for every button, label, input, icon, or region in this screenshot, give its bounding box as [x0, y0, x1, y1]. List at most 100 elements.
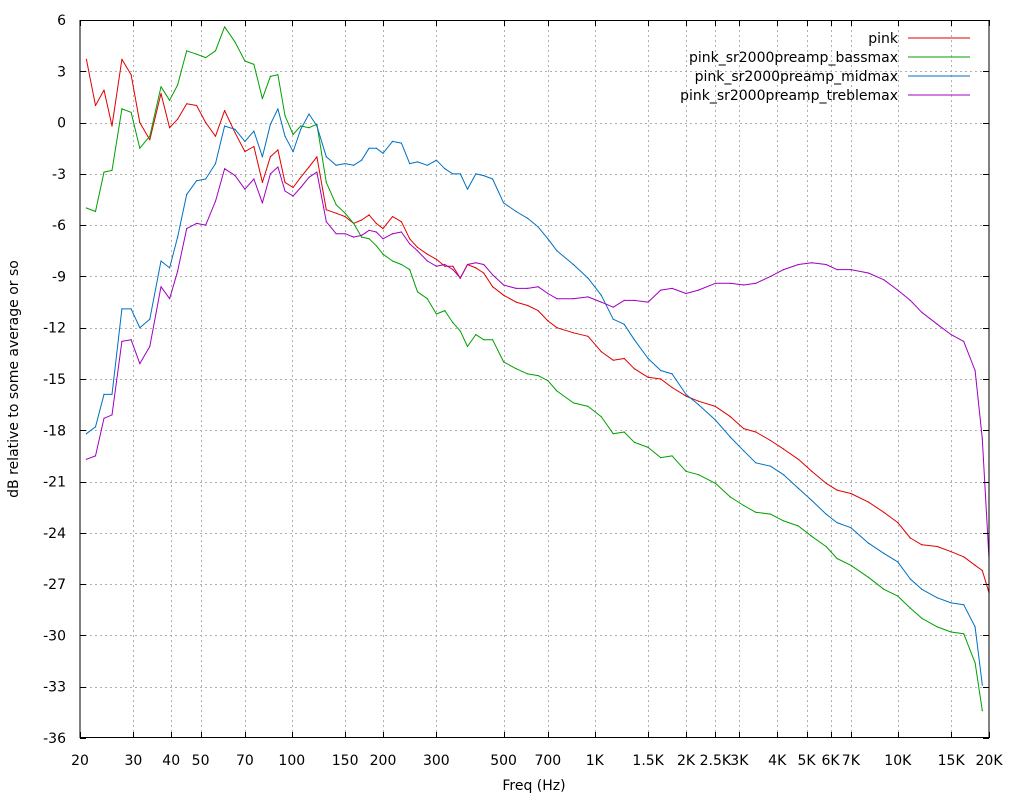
legend-label: pink [868, 31, 899, 47]
grid [80, 20, 989, 738]
data-point-2 [660, 369, 662, 372]
x-tick-label: 1K [586, 753, 605, 769]
x-tick-label: 4K [768, 753, 787, 769]
data-point-2 [368, 147, 370, 149]
series-line-2 [86, 108, 983, 686]
data-point-0 [633, 368, 635, 370]
data-point-2 [253, 130, 255, 132]
data-point-3 [244, 188, 246, 190]
data-point-3 [160, 286, 162, 288]
data-point-0 [325, 209, 327, 211]
data-point-0 [368, 214, 370, 216]
data-point-2 [335, 164, 337, 166]
data-point-1 [483, 339, 485, 341]
data-point-1 [921, 617, 923, 619]
x-tick-label: 10K [884, 753, 912, 769]
data-point-1 [121, 108, 123, 110]
data-point-3 [111, 414, 113, 416]
data-point-0 [435, 258, 437, 260]
data-point-0 [612, 359, 614, 361]
data-point-2 [685, 393, 687, 395]
data-point-0 [300, 176, 302, 178]
x-tick-label: 15K [938, 753, 966, 769]
data-point-0 [660, 378, 662, 380]
data-point-1 [375, 245, 377, 247]
data-point-3 [587, 296, 589, 298]
data-point-1 [825, 545, 827, 548]
data-point-3 [697, 289, 700, 291]
axis-ticks [80, 20, 990, 739]
data-point-2 [205, 178, 207, 180]
data-point-3 [981, 438, 983, 440]
data-point-1 [867, 576, 870, 578]
data-point-0 [909, 537, 911, 539]
data-point-3 [825, 263, 827, 266]
data-point-1 [244, 60, 246, 62]
y-tick-label: -36 [43, 731, 66, 747]
data-point-3 [353, 236, 355, 238]
data-point-2 [714, 419, 717, 421]
data-point-1 [556, 390, 558, 392]
x-tick-label: 70 [236, 753, 254, 769]
data-point-3 [755, 282, 757, 284]
data-point-3 [435, 265, 437, 267]
data-point-2 [234, 128, 236, 130]
data-point-0 [409, 238, 411, 240]
data-point-1 [353, 222, 355, 224]
data-point-1 [850, 564, 852, 566]
data-point-1 [897, 595, 899, 597]
data-point-0 [503, 294, 505, 296]
data-point-2 [409, 163, 411, 165]
data-point-0 [452, 265, 454, 267]
data-point-2 [308, 113, 310, 115]
data-point-1 [797, 525, 800, 527]
data-point-0 [426, 253, 428, 255]
data-point-2 [325, 156, 327, 158]
data-point-3 [483, 263, 485, 266]
data-point-2 [284, 135, 286, 137]
legend-label: pink_sr2000preamp_treblemax [680, 88, 898, 104]
data-point-0 [867, 501, 870, 503]
y-tick-label: 3 [57, 64, 66, 80]
y-tick-label: -6 [52, 218, 66, 234]
data-point-1 [111, 169, 113, 171]
data-point-2 [492, 178, 494, 180]
data-point-1 [981, 710, 983, 712]
data-point-3 [600, 301, 602, 303]
data-point-3 [382, 238, 384, 240]
data-point-2 [375, 147, 377, 149]
data-point-0 [936, 545, 938, 548]
data-point-3 [103, 417, 105, 419]
data-point-1 [587, 405, 589, 407]
data-point-2 [382, 152, 384, 154]
data-point-1 [647, 446, 649, 448]
data-point-0 [921, 544, 923, 546]
data-point-3 [400, 231, 402, 233]
data-point-2 [671, 373, 673, 375]
data-point-0 [391, 216, 394, 218]
data-point-2 [503, 202, 505, 204]
data-point-0 [269, 156, 271, 158]
data-point-2 [269, 123, 271, 125]
y-tick-label: -3 [52, 167, 66, 183]
y-axis-title: dB relative to some average or so [6, 260, 22, 498]
data-point-3 [409, 243, 411, 245]
data-point-0 [416, 246, 419, 248]
data-point-1 [769, 513, 772, 515]
data-point-0 [714, 405, 717, 407]
x-tick-label: 20K [976, 753, 1004, 769]
data-point-2 [769, 465, 772, 467]
data-point-0 [375, 222, 377, 224]
data-point-2 [600, 294, 602, 296]
data-point-2 [391, 140, 394, 142]
legend-label: pink_sr2000preamp_bassmax [689, 50, 898, 66]
x-tick-labels: 20 30 40 50 70 100 150 200 300 500 700 1K 1.5K 2K 2.5K… [71, 753, 1003, 769]
y-tick-label: -30 [43, 628, 66, 644]
data-point-2 [936, 597, 938, 599]
y-tick-label: -12 [43, 321, 66, 337]
data-point-3 [444, 263, 446, 266]
data-point-2 [867, 542, 870, 544]
data-point-2 [883, 552, 885, 555]
data-point-0 [361, 219, 363, 221]
data-point-2 [344, 163, 346, 165]
